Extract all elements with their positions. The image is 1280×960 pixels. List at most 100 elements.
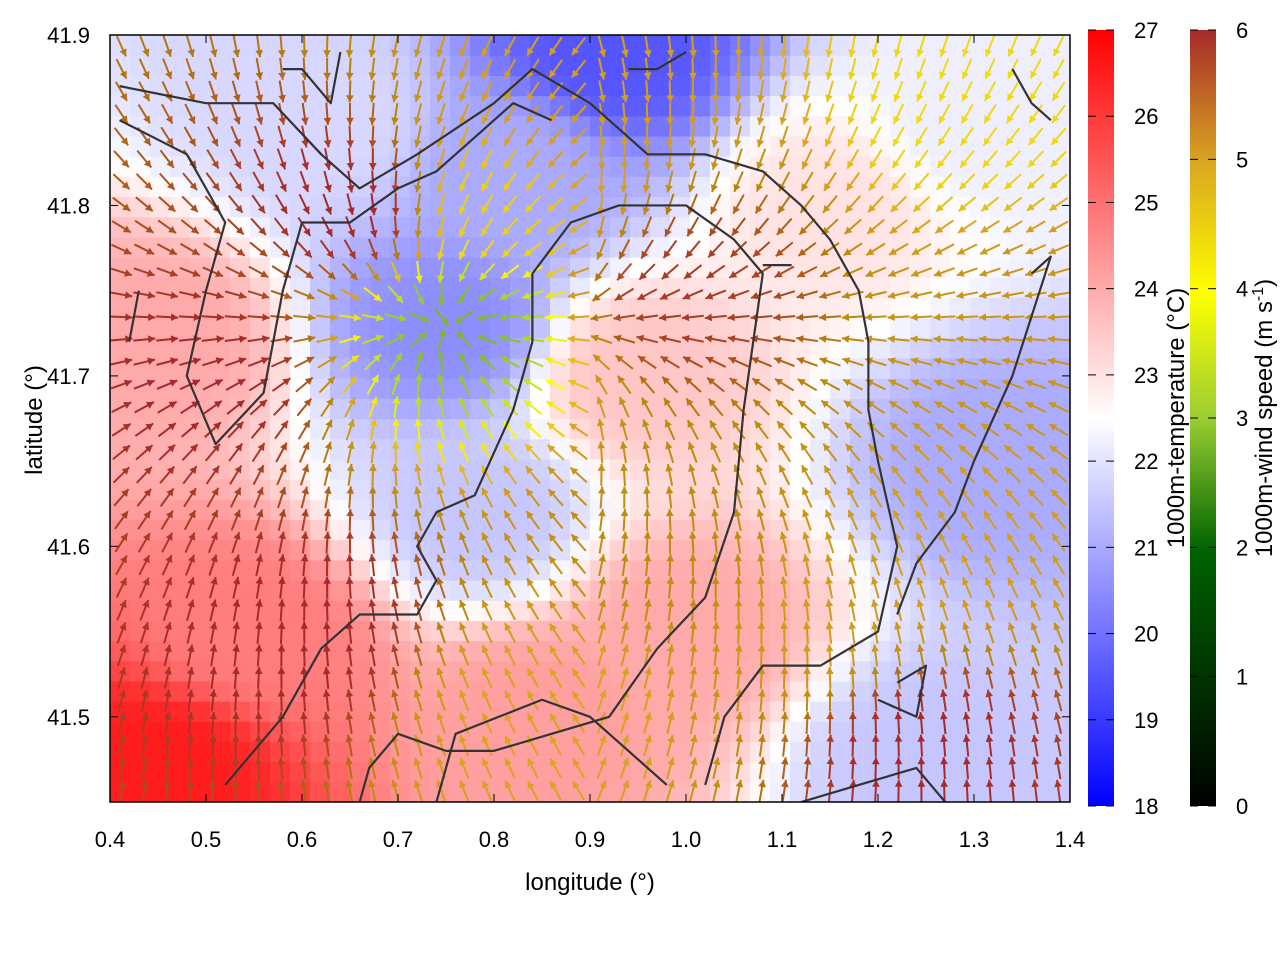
- wind-arrow: [369, 418, 378, 441]
- wind-arrow: [249, 399, 268, 416]
- temperature-cell: [970, 196, 991, 218]
- temperature-cell: [1010, 176, 1031, 198]
- wind-arrow: [524, 172, 541, 191]
- temperature-cell: [430, 216, 451, 238]
- wind-arrow: [598, 531, 606, 554]
- wind-arrow: [163, 666, 172, 689]
- colorbar-tick-label: 4: [1236, 277, 1248, 302]
- wind-arrow: [413, 103, 423, 125]
- wind-arrow: [338, 313, 362, 322]
- temperature-cell: [290, 721, 311, 743]
- wind-arrow: [756, 148, 767, 170]
- temperature-cell: [870, 297, 891, 319]
- temperature-cell: [370, 55, 391, 76]
- wind-arrow: [254, 509, 264, 531]
- temperature-cell: [210, 458, 231, 480]
- wind-arrow: [436, 418, 446, 441]
- wind-arrow: [1024, 291, 1047, 299]
- wind-arrow: [547, 510, 564, 530]
- wind-arrow: [480, 464, 494, 486]
- wind-arrow: [316, 313, 339, 322]
- temperature-cell: [650, 721, 671, 743]
- temperature-cell: [670, 559, 691, 581]
- wind-arrow: [1048, 401, 1069, 413]
- wind-arrow: [133, 267, 156, 277]
- wind-arrow: [390, 261, 401, 283]
- wind-arrow: [643, 667, 652, 689]
- temperature-cell: [290, 357, 311, 379]
- wind-arrow: [437, 283, 446, 306]
- wind-arrow: [822, 195, 838, 214]
- wind-arrow: [503, 555, 517, 576]
- wind-arrow: [620, 463, 628, 486]
- temperature-cell: [630, 640, 651, 662]
- wind-arrow: [979, 267, 1001, 277]
- wind-arrow: [777, 194, 792, 214]
- wind-arrow: [112, 444, 131, 461]
- wind-arrow: [1048, 244, 1070, 255]
- temperature-cell: [190, 438, 211, 460]
- wind-arrow: [133, 313, 156, 322]
- temperature-cell: [730, 761, 751, 783]
- wind-arrow: [1048, 423, 1069, 437]
- wind-arrow: [619, 712, 630, 734]
- wind-arrow: [914, 126, 928, 147]
- wind-arrow: [209, 599, 218, 622]
- temperature-cell: [370, 95, 391, 117]
- wind-arrow: [688, 102, 697, 125]
- wind-arrow: [614, 287, 635, 302]
- wind-arrow: [503, 58, 517, 79]
- temperature-cell: [270, 741, 291, 763]
- wind-arrow: [547, 127, 564, 146]
- temperature-cell: [810, 196, 831, 218]
- wind-arrow: [848, 554, 857, 576]
- wind-arrow: [773, 290, 796, 300]
- wind-arrow: [322, 689, 331, 712]
- wind-arrow: [842, 266, 864, 278]
- wind-arrow: [727, 335, 750, 343]
- wind-arrow: [476, 313, 499, 322]
- y-tick-label: 41.5: [47, 705, 90, 730]
- wind-arrow: [803, 644, 811, 667]
- wind-arrow: [734, 35, 743, 58]
- temperature-cell: [190, 680, 211, 702]
- temperature-cell: [510, 317, 531, 339]
- temperature-cell: [690, 297, 711, 319]
- temperature-cell: [1010, 640, 1031, 662]
- temperature-cell: [190, 135, 211, 157]
- wind-arrow: [254, 531, 264, 554]
- temperature-cell: [870, 357, 891, 379]
- wind-arrow: [757, 599, 766, 622]
- wind-arrow: [391, 508, 399, 532]
- wind-arrow: [300, 531, 309, 554]
- temperature-cell: [550, 216, 571, 238]
- temperature-cell: [610, 640, 631, 662]
- wind-arrow: [544, 357, 567, 367]
- temperature-cell: [770, 640, 791, 662]
- wind-arrow: [572, 780, 586, 801]
- wind-arrow: [773, 357, 795, 367]
- wind-arrow: [617, 375, 632, 395]
- wind-arrow: [1003, 422, 1023, 437]
- wind-arrow: [1025, 401, 1047, 413]
- temperature-cell: [410, 438, 431, 460]
- wind-arrow: [137, 510, 152, 530]
- wind-arrow: [255, 644, 263, 667]
- wind-arrow: [368, 35, 377, 58]
- temperature-cell: [310, 378, 331, 399]
- wind-arrow: [936, 172, 953, 191]
- wind-arrow: [915, 532, 928, 553]
- wind-arrow: [591, 287, 611, 302]
- wind-label-main: 1000m-wind speed (m s: [1251, 301, 1278, 557]
- wind-arrow: [841, 335, 864, 343]
- temperature-cell: [130, 317, 151, 339]
- wind-arrow: [639, 375, 656, 394]
- temperature-cell: [930, 781, 951, 802]
- wind-arrow: [870, 554, 881, 576]
- temperature-cell: [850, 418, 871, 440]
- temperature-cell: [950, 499, 971, 521]
- wind-arrow: [323, 599, 331, 622]
- temperature-cell: [510, 156, 531, 177]
- wind-arrow: [893, 35, 903, 58]
- temperature-cell: [810, 761, 831, 783]
